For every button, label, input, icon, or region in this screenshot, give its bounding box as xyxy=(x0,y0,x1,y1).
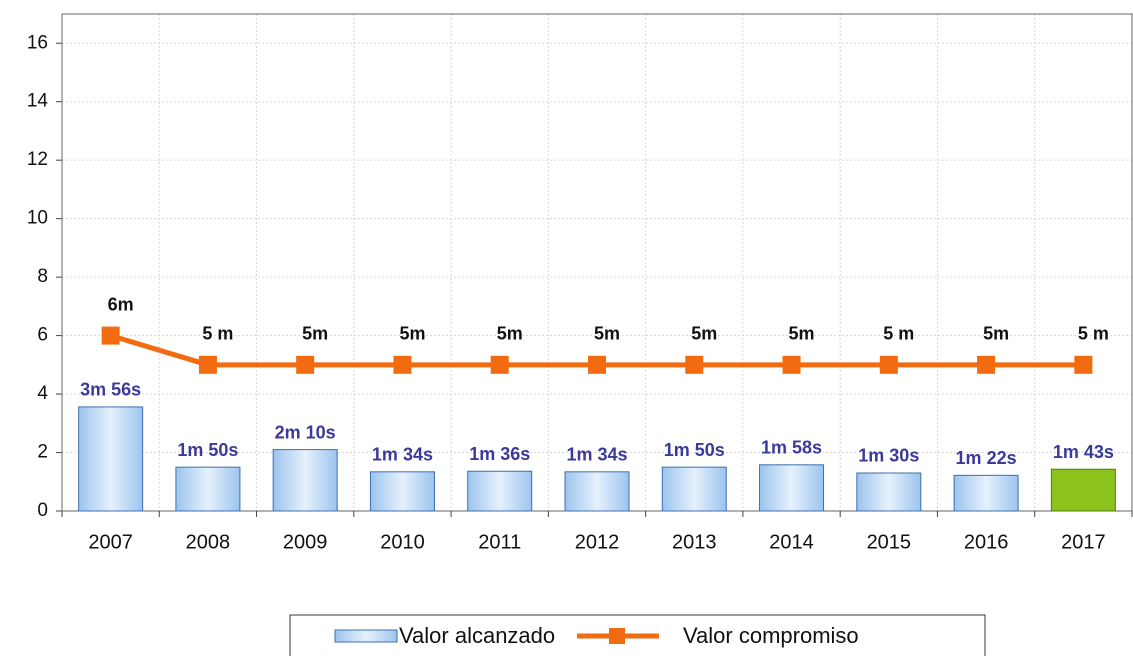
line-label: 5m xyxy=(691,324,717,344)
line-marker xyxy=(296,355,315,374)
bar xyxy=(953,474,1019,512)
bar xyxy=(175,466,241,512)
y-tick-label: 4 xyxy=(37,383,48,404)
bar-label: 3m 56s xyxy=(80,380,141,400)
line-label: 5m xyxy=(399,324,425,344)
x-tick-label: 2017 xyxy=(1061,531,1106,553)
bar-label: 1m 43s xyxy=(1053,442,1114,462)
bar-label: 1m 30s xyxy=(858,446,919,466)
x-tick-label: 2016 xyxy=(964,531,1009,553)
bar-label: 1m 22s xyxy=(956,448,1017,468)
bar-label: 1m 34s xyxy=(566,445,627,465)
line-marker xyxy=(685,355,704,374)
line-label: 5m xyxy=(983,324,1009,344)
plot-frame xyxy=(61,13,1133,512)
line-marker xyxy=(977,355,996,374)
bar xyxy=(759,464,825,512)
x-tick-label: 2008 xyxy=(186,531,231,553)
y-tick-label: 0 xyxy=(37,500,48,521)
line-label: 5m xyxy=(789,324,815,344)
legend-label: Valor alcanzado xyxy=(399,623,555,648)
bar xyxy=(369,471,435,512)
line-marker xyxy=(1074,355,1093,374)
y-tick-label: 6 xyxy=(37,325,48,346)
line-marker xyxy=(490,355,509,374)
bar-label: 1m 34s xyxy=(372,445,433,465)
x-tick-label: 2012 xyxy=(575,531,620,553)
line-marker xyxy=(588,355,606,374)
x-tick-label: 2013 xyxy=(672,531,717,553)
line-marker xyxy=(198,355,217,374)
x-tick-label: 2014 xyxy=(769,531,814,553)
bar xyxy=(856,472,922,512)
bar xyxy=(78,406,144,512)
y-tick-label: 10 xyxy=(27,208,48,229)
y-tick-label: 16 xyxy=(27,32,48,53)
line-marker xyxy=(879,355,898,374)
line-label: 5m xyxy=(302,324,328,344)
bar xyxy=(661,466,727,512)
bar-label: 1m 50s xyxy=(664,440,725,460)
bar xyxy=(467,470,533,512)
y-tick-label: 14 xyxy=(27,91,49,112)
y-tick-label: 2 xyxy=(37,442,48,463)
x-tick-label: 2007 xyxy=(88,531,133,553)
bar xyxy=(564,471,630,512)
bar-label: 1m 58s xyxy=(761,438,822,458)
bar xyxy=(272,449,338,512)
legend-swatch xyxy=(334,629,398,643)
line-label: 5m xyxy=(594,324,620,344)
line-label: 5 m xyxy=(883,324,914,344)
bar-label: 2m 10s xyxy=(275,422,336,442)
y-tick-label: 8 xyxy=(37,266,48,287)
x-tick-label: 2010 xyxy=(380,531,425,553)
line-marker xyxy=(101,326,120,345)
line-label: 5m xyxy=(497,324,523,344)
x-tick-label: 2015 xyxy=(867,531,912,553)
x-tick-label: 2011 xyxy=(478,531,521,553)
bar-label: 1m 36s xyxy=(469,444,530,464)
line-marker xyxy=(782,355,801,374)
line-label: 5 m xyxy=(202,324,233,344)
legend-label: Valor compromiso xyxy=(683,623,859,648)
bar-label: 1m 50s xyxy=(177,440,238,460)
legend-swatch-marker xyxy=(609,628,625,644)
line-label: 6m xyxy=(108,294,134,314)
y-tick-label: 12 xyxy=(27,149,48,170)
x-tick-label: 2009 xyxy=(283,531,328,553)
bar xyxy=(1050,468,1116,512)
line-marker xyxy=(393,355,412,374)
line-label: 5 m xyxy=(1078,324,1109,344)
